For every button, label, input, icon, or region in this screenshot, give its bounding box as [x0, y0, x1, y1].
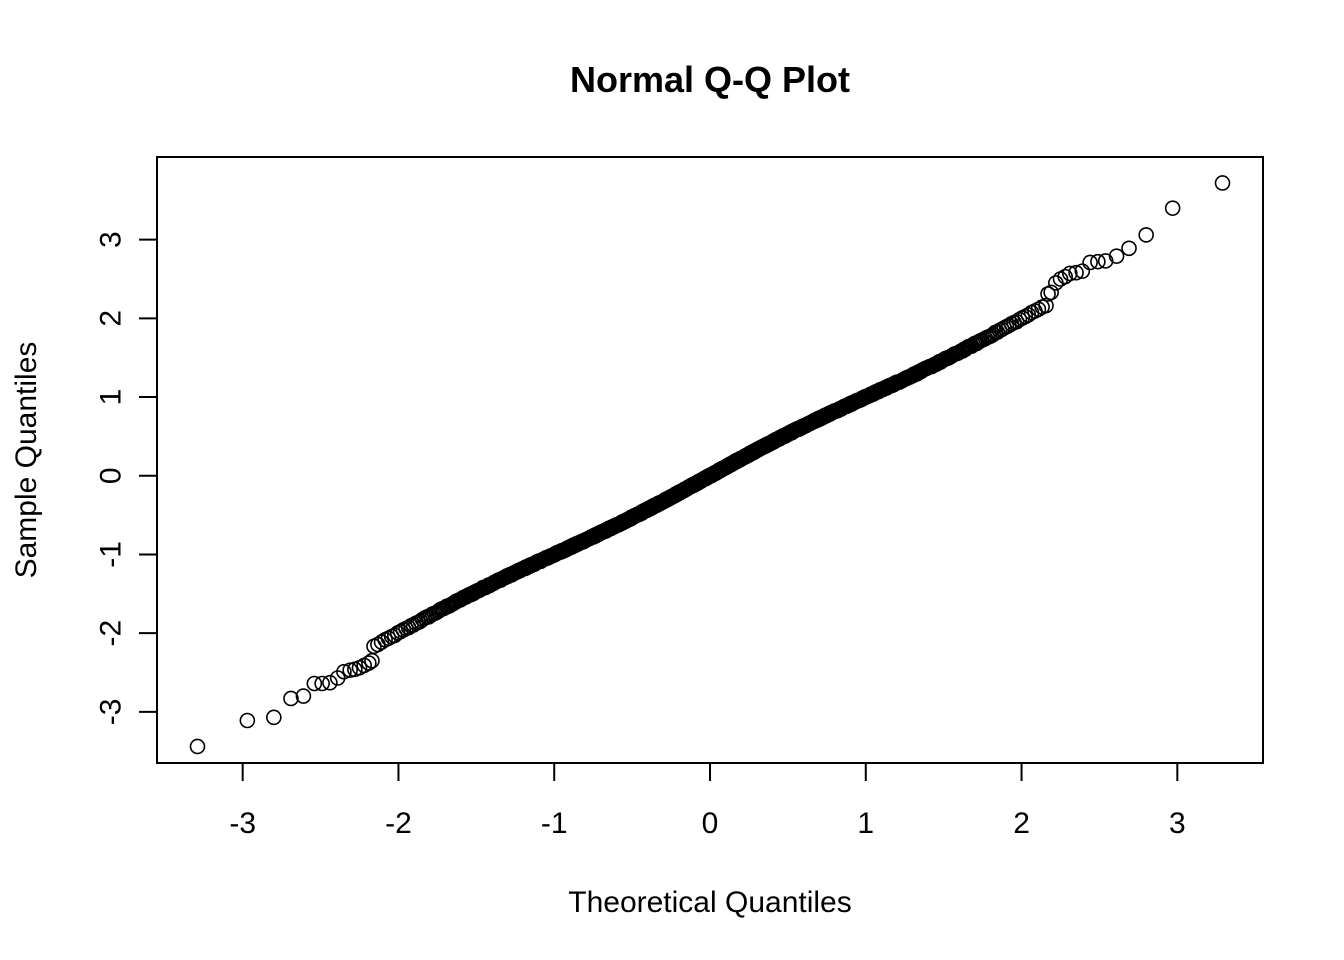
qq-point — [364, 652, 380, 669]
qq-point — [336, 663, 352, 680]
qq-point — [1121, 240, 1137, 257]
qq-point — [283, 690, 299, 707]
qq-point — [1062, 265, 1078, 282]
x-tick-label: 0 — [702, 807, 719, 840]
x-axis: -3 -2 -1 0 1 2 3 — [229, 762, 1186, 840]
qq-point — [1030, 301, 1047, 318]
x-tick-label: -2 — [385, 807, 412, 840]
qq-point — [322, 674, 338, 691]
plot-frame — [156, 156, 1264, 764]
x-tick-label: -3 — [229, 807, 256, 840]
qq-point — [239, 712, 256, 729]
data-points — [189, 175, 1231, 755]
x-tick-label: 1 — [857, 807, 874, 840]
y-axis: -3 -2 -1 0 1 2 3 — [95, 231, 158, 725]
qq-point — [306, 675, 323, 692]
qq-point — [314, 675, 330, 692]
qq-point — [189, 738, 206, 755]
qq-point — [1057, 268, 1073, 285]
qq-point — [1097, 253, 1114, 269]
y-axis-label: Sample Quantiles — [10, 342, 43, 579]
qq-point — [1138, 227, 1154, 243]
qq-point — [1090, 253, 1106, 270]
qq-point — [1074, 263, 1091, 279]
y-tick-label: 0 — [95, 467, 128, 484]
y-tick-label: -2 — [95, 620, 128, 647]
qq-point — [1164, 200, 1181, 216]
qq-point — [1068, 264, 1084, 281]
y-tick-label: 2 — [95, 310, 128, 327]
x-tick-label: -1 — [541, 807, 568, 840]
x-tick-label: 3 — [1169, 807, 1186, 840]
qq-point — [1082, 254, 1098, 271]
qq-point — [1038, 297, 1054, 314]
qq-point — [1108, 248, 1125, 264]
qq-point — [361, 655, 377, 671]
chart-title: Normal Q-Q Plot — [570, 59, 850, 100]
y-tick-label: -3 — [95, 699, 128, 726]
qq-point — [1214, 175, 1231, 191]
y-tick-label: 1 — [95, 389, 128, 406]
qq-point — [266, 709, 282, 726]
x-axis-label: Theoretical Quantiles — [568, 886, 851, 919]
y-tick-label: -1 — [95, 541, 128, 568]
qq-point — [1043, 284, 1059, 301]
x-tick-label: 2 — [1013, 807, 1030, 840]
qq-point — [295, 688, 312, 704]
y-tick-label: 3 — [95, 231, 128, 248]
